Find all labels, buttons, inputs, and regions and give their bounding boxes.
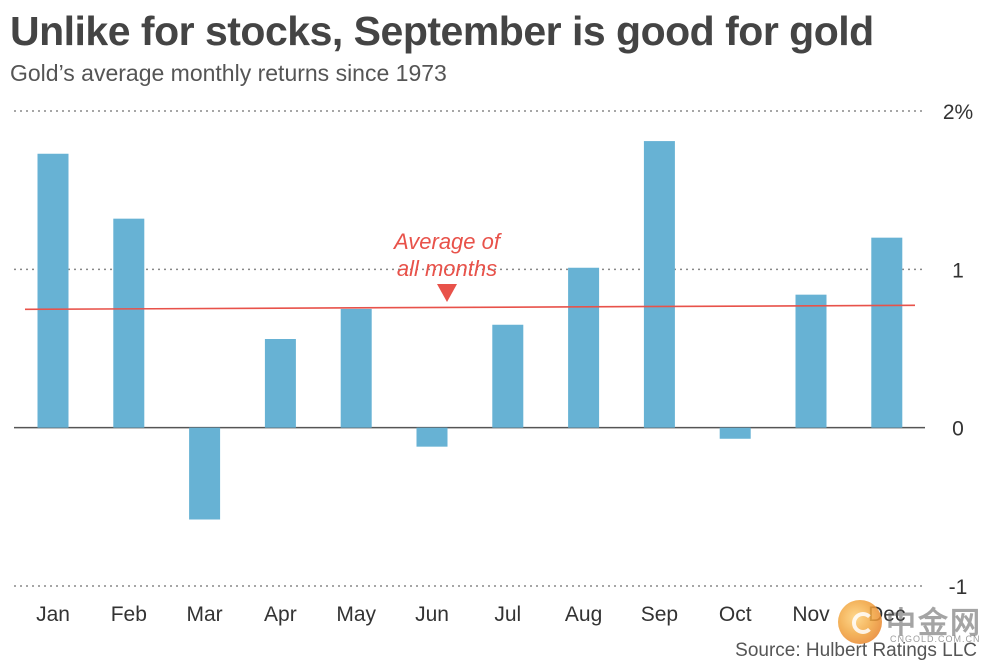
x-axis-ticks: Jan Feb Mar Apr May Jun Jul Aug Sep Oct Nov Dec [36,603,905,626]
average-line [24,304,916,311]
bar [719,427,751,439]
bar [264,339,296,428]
y-axis-ticks: 2% 1 0 -1 [943,101,973,599]
average-label-line1: Average of [392,229,503,254]
x-tick-label: Jan [36,603,70,626]
x-tick-label: Jul [494,603,521,626]
x-tick-label: Mar [187,603,223,626]
x-tick-label: Feb [111,603,147,626]
average-label-line2: all months [397,256,497,281]
x-tick-label: Sep [641,603,678,626]
source-note: Source: Hulbert Ratings LLC [735,640,977,661]
y-tick-label: 1 [952,259,964,282]
y-tick-label: -1 [949,576,968,599]
bars [37,141,903,520]
watermark-icon [838,600,882,644]
bar [37,153,69,428]
bar [492,324,524,428]
chart-subtitle: Gold’s average monthly returns since 197… [10,60,447,86]
bar [568,267,600,428]
average-arrow-icon [437,284,457,302]
average-annotation: Average of all months [24,229,916,311]
x-tick-label: Aug [565,603,602,626]
x-tick-label: Jun [415,603,449,626]
chart-title: Unlike for stocks, September is good for… [10,8,874,54]
gridlines [14,110,925,587]
bar [416,427,448,447]
bar [340,308,372,428]
bar [113,218,145,428]
watermark-logo: 中金网 CNGOLD.COM.CN [838,598,988,648]
y-tick-label: 2% [943,101,973,124]
x-tick-label: Nov [792,603,830,626]
bar [795,294,827,428]
x-tick-label: May [336,603,376,626]
bar [643,141,675,428]
x-tick-label: Oct [719,603,752,626]
x-tick-label: Apr [264,603,297,626]
y-tick-label: 0 [952,418,964,441]
bar [189,427,221,520]
bar [871,237,903,428]
watermark-subtext: CNGOLD.COM.CN [890,634,981,644]
watermark-text: 中金网 [886,606,982,641]
